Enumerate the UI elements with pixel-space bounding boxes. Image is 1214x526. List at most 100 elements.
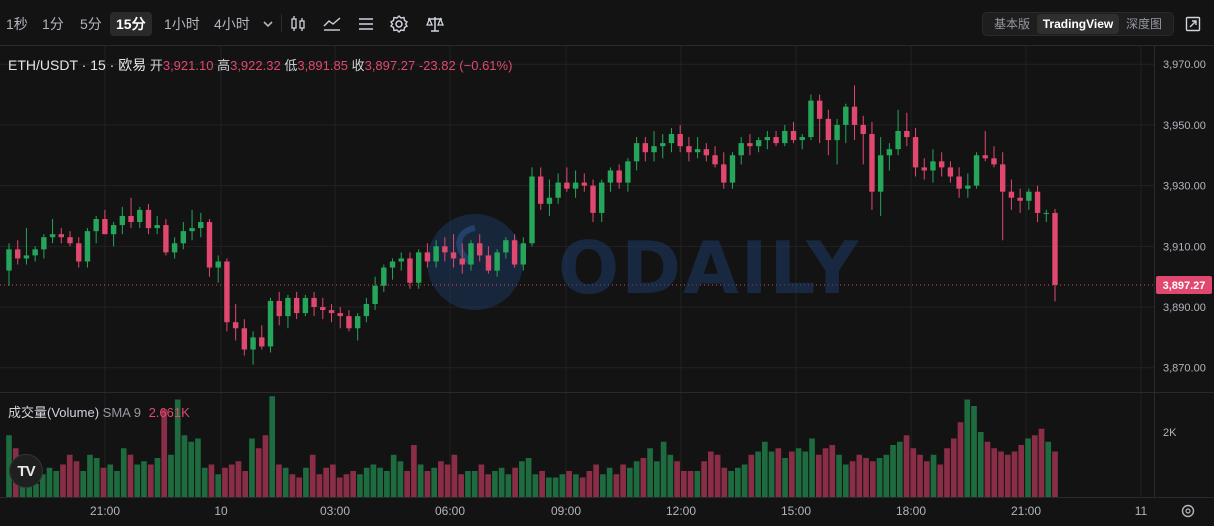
layout-icon[interactable]: [354, 12, 378, 36]
candle-body: [816, 100, 823, 119]
candle-body: [206, 222, 213, 268]
candle-body: [860, 124, 866, 135]
volume-bar: [519, 461, 525, 497]
timeframe-3[interactable]: 15分: [110, 12, 152, 36]
candle: [1034, 185, 1041, 223]
volume-bar: [471, 471, 478, 497]
volume-bar: [930, 454, 937, 497]
candle: [154, 215, 160, 235]
candle: [250, 331, 256, 365]
volume-bar: [195, 438, 201, 497]
volume-bar: [370, 464, 377, 497]
volume-bar: [802, 451, 809, 497]
timeframe-1[interactable]: 1分: [42, 16, 64, 32]
candle-body: [328, 310, 335, 314]
candle: [145, 203, 152, 235]
low-label: 低: [284, 58, 298, 73]
timeframe-5[interactable]: 4小时: [214, 16, 250, 32]
volume-bar: [761, 441, 768, 497]
volume-bar: [923, 461, 930, 497]
low-value: 3,891.85: [297, 58, 348, 73]
volume-bar: [660, 441, 667, 497]
volume-bar: [330, 464, 336, 497]
tradingview-logo-icon[interactable]: TV: [9, 454, 43, 488]
timeframe-2[interactable]: 5分: [80, 16, 102, 32]
indicators-icon[interactable]: [320, 12, 344, 36]
volume-bar: [174, 399, 181, 497]
candle: [67, 231, 73, 247]
volume-bar: [80, 471, 87, 497]
fullscreen-icon[interactable]: [1181, 12, 1205, 36]
volume-bar: [876, 458, 883, 497]
toolbar-divider: [281, 14, 282, 32]
watermark-text: ODAILY: [558, 226, 861, 310]
scale-icon[interactable]: [423, 12, 447, 36]
candle: [503, 237, 509, 259]
candle: [572, 170, 579, 198]
candle-body: [1043, 212, 1049, 214]
candle: [241, 319, 248, 356]
timeframe-0[interactable]: 1秒: [6, 16, 28, 32]
symbol-label[interactable]: ETH/USDT · 15 · 欧易: [8, 57, 147, 73]
candle-body: [982, 155, 988, 159]
candle-body: [930, 161, 936, 171]
candle-body: [546, 197, 553, 204]
volume-bar: [60, 464, 66, 497]
volume-bar: [417, 464, 424, 497]
candle: [686, 137, 692, 162]
volume-bar: [863, 458, 869, 497]
volume-bar: [998, 451, 1004, 497]
volume-bar: [694, 471, 701, 497]
volume-bar: [1004, 454, 1011, 497]
volume-bar: [336, 477, 343, 497]
volume-bar: [100, 467, 107, 497]
candle: [128, 197, 134, 229]
candle: [538, 167, 544, 210]
candle-body: [1008, 191, 1015, 198]
price-legend: ETH/USDT · 15 · 欧易 开3,921.10 高3,922.32 低…: [8, 55, 512, 75]
candle-body: [76, 243, 82, 262]
candle-body: [520, 243, 526, 265]
volume-bar: [552, 477, 559, 497]
candle: [407, 252, 413, 289]
candle-body: [808, 100, 814, 138]
candle-body: [494, 252, 500, 271]
volume-bar: [640, 458, 647, 497]
axis-settings-icon[interactable]: [1181, 504, 1195, 518]
candle: [738, 137, 744, 165]
settings-icon[interactable]: [387, 12, 411, 36]
volume-sma-value: 2.661K: [148, 405, 190, 420]
watermark-circle-icon: [427, 214, 523, 310]
view-tradingview[interactable]: TradingView: [1037, 14, 1119, 34]
volume-bar: [1011, 451, 1018, 497]
candle-body: [921, 167, 927, 171]
volume-bar: [411, 445, 417, 497]
candle-body: [729, 155, 736, 183]
candle-body: [555, 182, 561, 198]
view-basic[interactable]: 基本版: [993, 17, 1030, 31]
candle: [938, 152, 945, 177]
volume-bar: [255, 448, 262, 497]
candle-body: [189, 228, 195, 232]
volume-bar: [168, 454, 174, 497]
volume-indicator-name[interactable]: 成交量(Volume): [8, 405, 100, 420]
timeframe-4[interactable]: 1小时: [164, 16, 200, 32]
view-depth[interactable]: 深度图: [1125, 17, 1162, 31]
candle: [816, 94, 823, 144]
volume-bar: [842, 464, 849, 497]
candle-body: [250, 337, 256, 350]
volume-bar: [579, 477, 586, 497]
candle-body: [503, 240, 509, 253]
candles-icon[interactable]: [286, 12, 310, 36]
volume-bar: [465, 471, 471, 497]
volume-bar: [775, 448, 782, 497]
volume-bar: [505, 474, 512, 497]
volume-bar: [654, 461, 660, 497]
candle: [712, 146, 718, 168]
change-value: -23.82 (−0.61%): [418, 58, 513, 73]
candle: [354, 313, 361, 341]
candle: [119, 206, 126, 235]
volume-bar: [323, 467, 330, 497]
chevron-down-icon[interactable]: [256, 12, 280, 36]
